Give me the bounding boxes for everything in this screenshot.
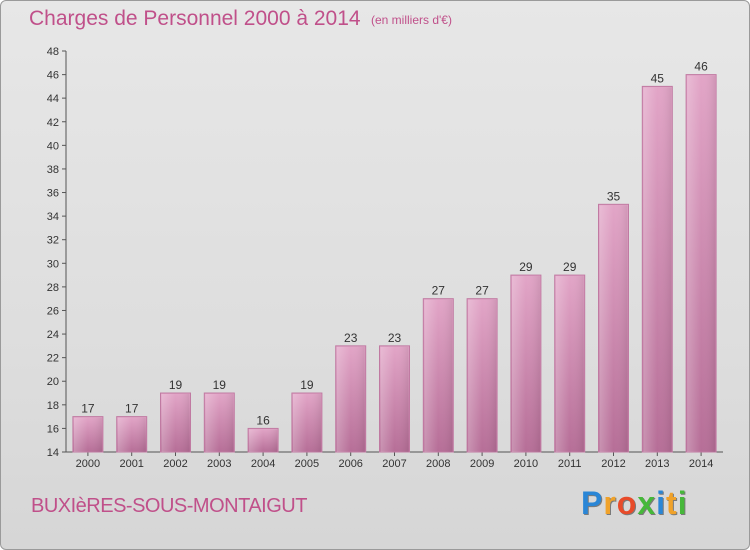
y-tick-label: 30 xyxy=(47,258,59,270)
x-tick-label: 2006 xyxy=(338,458,362,470)
y-tick-label: 48 xyxy=(47,46,59,58)
bars-group xyxy=(72,74,717,453)
bar-2007 xyxy=(379,345,410,453)
labels-group: 17 2000 17 2001 19 2002 19 2003 16 2004 19 2005 23 20… xyxy=(76,60,714,470)
x-tick-label: 2008 xyxy=(426,458,450,470)
proxiti-logo: Proxiti xyxy=(581,485,688,522)
x-tick-label: 2003 xyxy=(207,458,231,470)
bar-2011 xyxy=(554,274,586,453)
y-tick-label: 28 xyxy=(47,282,59,294)
bar-shine xyxy=(424,299,453,452)
bar-2010 xyxy=(510,274,542,453)
x-tick-label: 2014 xyxy=(689,458,713,470)
x-tick-label: 2001 xyxy=(119,458,143,470)
bar-shine xyxy=(205,394,234,452)
bar-shine xyxy=(336,346,365,452)
data-label: 29 xyxy=(519,260,533,274)
y-tick-label: 16 xyxy=(47,423,59,435)
bar-2003 xyxy=(203,392,235,453)
logo-letter: o xyxy=(616,485,638,521)
bar-shine xyxy=(511,276,540,452)
y-tick-label: 22 xyxy=(47,353,59,365)
y-tick-label: 42 xyxy=(47,117,59,129)
data-label: 35 xyxy=(607,189,621,203)
bar-shine xyxy=(555,276,584,452)
data-label: 17 xyxy=(81,402,95,416)
bar-2008 xyxy=(422,298,454,453)
y-tick-label: 40 xyxy=(47,140,59,152)
bar-shine xyxy=(380,346,409,452)
commune-name: BUXIèRES-SOUS-MONTAIGUT xyxy=(31,495,307,517)
y-tick-label: 20 xyxy=(47,376,59,388)
bar-2006 xyxy=(335,345,367,453)
bar-shine xyxy=(249,429,278,452)
bar-shine xyxy=(687,75,716,453)
x-tick-label: 2012 xyxy=(601,458,625,470)
bar-shine xyxy=(161,394,190,452)
data-label: 19 xyxy=(213,378,227,392)
x-tick-label: 2009 xyxy=(470,458,494,470)
logo-letter: t xyxy=(666,485,678,521)
bar-2004 xyxy=(247,427,279,453)
data-label: 23 xyxy=(388,331,402,345)
x-tick-label: 2007 xyxy=(382,458,406,470)
bar-shine xyxy=(599,205,628,452)
y-tick-label: 26 xyxy=(47,305,59,317)
bar-2013 xyxy=(641,85,673,453)
bar-2012 xyxy=(598,203,629,453)
x-tick-label: 2002 xyxy=(163,458,187,470)
x-tick-label: 2010 xyxy=(514,458,538,470)
x-tick-label: 2011 xyxy=(558,458,582,470)
logo-letter: i xyxy=(677,485,688,521)
data-label: 27 xyxy=(475,284,489,298)
logo-letter: P xyxy=(581,485,604,521)
data-label: 27 xyxy=(432,284,446,298)
data-label: 19 xyxy=(169,378,183,392)
bar-shine xyxy=(292,394,321,452)
data-label: 16 xyxy=(256,413,270,427)
data-label: 17 xyxy=(125,402,139,416)
bar-2009 xyxy=(466,298,498,453)
bar-2000 xyxy=(72,416,104,453)
bar-2014 xyxy=(685,74,717,453)
y-tick-label: 14 xyxy=(47,447,59,459)
logo-letter: r xyxy=(603,485,617,521)
chart-subtitle: (en milliers d'€) xyxy=(371,13,452,27)
data-label: 45 xyxy=(651,71,665,85)
y-tick-label: 44 xyxy=(47,93,59,105)
data-label: 29 xyxy=(563,260,577,274)
x-tick-label: 2013 xyxy=(645,458,669,470)
bar-2002 xyxy=(160,392,191,453)
logo-letter: i xyxy=(656,485,667,521)
x-tick-label: 2005 xyxy=(295,458,319,470)
y-tick-label: 18 xyxy=(47,400,59,412)
y-tick-label: 32 xyxy=(47,235,59,247)
bar-2005 xyxy=(291,392,323,453)
bar-shine xyxy=(643,87,672,452)
bar-2001 xyxy=(116,416,148,453)
x-tick-label: 2004 xyxy=(251,458,275,470)
y-tick-label: 38 xyxy=(47,164,59,176)
bar-shine xyxy=(117,417,146,452)
data-label: 46 xyxy=(694,60,708,74)
y-tick-label: 46 xyxy=(47,70,59,82)
data-label: 19 xyxy=(300,378,314,392)
data-label: 23 xyxy=(344,331,358,345)
y-tick-label: 34 xyxy=(47,211,59,223)
y-tick-label: 36 xyxy=(47,188,59,200)
logo-letter: x xyxy=(637,485,657,521)
bar-shine xyxy=(468,299,497,452)
x-tick-label: 2000 xyxy=(76,458,100,470)
y-tick-label: 24 xyxy=(47,329,59,341)
chart-title: Charges de Personnel 2000 à 2014 xyxy=(29,7,361,30)
bar-shine xyxy=(73,417,102,452)
